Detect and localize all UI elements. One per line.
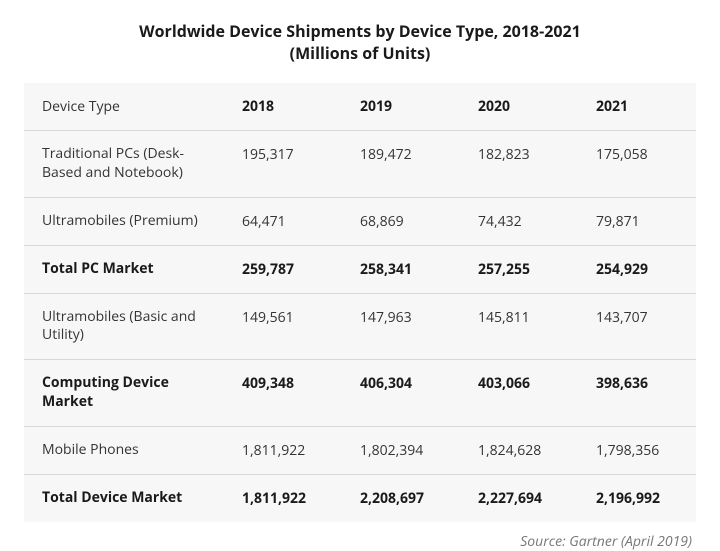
- row-value: 145,811: [460, 293, 578, 360]
- row-label: Total Device Market: [24, 475, 224, 523]
- row-value: 189,472: [342, 130, 460, 197]
- table-row: Ultramobiles (Premium)64,47168,86974,432…: [24, 197, 696, 245]
- row-value: 79,871: [578, 197, 696, 245]
- row-value: 143,707: [578, 293, 696, 360]
- row-value: 2,208,697: [342, 475, 460, 523]
- title-line-1: Worldwide Device Shipments by Device Typ…: [139, 20, 581, 42]
- row-value: 1,811,922: [224, 475, 342, 523]
- row-value: 2,227,694: [460, 475, 578, 523]
- table-row: Ultramobiles (Basic and Utility)149,5611…: [24, 293, 696, 360]
- title-line-2: (Millions of Units): [290, 42, 431, 64]
- table-row: Computing Device Market409,348406,304403…: [24, 360, 696, 427]
- table-header-row: Device Type 2018 2019 2020 2021: [24, 83, 696, 131]
- row-value: 254,929: [578, 245, 696, 293]
- source-attribution: Source: Gartner (April 2019): [24, 532, 696, 551]
- row-value: 1,802,394: [342, 427, 460, 475]
- table-row: Total PC Market259,787258,341257,255254,…: [24, 245, 696, 293]
- row-value: 1,798,356: [578, 427, 696, 475]
- col-2019: 2019: [342, 83, 460, 131]
- table-row: Mobile Phones1,811,9221,802,3941,824,628…: [24, 427, 696, 475]
- row-value: 74,432: [460, 197, 578, 245]
- row-label: Ultramobiles (Basic and Utility): [24, 293, 224, 360]
- row-label: Computing Device Market: [24, 360, 224, 427]
- row-label: Traditional PCs (Desk-Based and Notebook…: [24, 130, 224, 197]
- row-value: 175,058: [578, 130, 696, 197]
- row-value: 406,304: [342, 360, 460, 427]
- col-2018: 2018: [224, 83, 342, 131]
- row-label: Mobile Phones: [24, 427, 224, 475]
- shipments-table: Device Type 2018 2019 2020 2021 Traditio…: [24, 83, 696, 522]
- table-row: Total Device Market1,811,9222,208,6972,2…: [24, 475, 696, 523]
- row-value: 2,196,992: [578, 475, 696, 523]
- col-2021: 2021: [578, 83, 696, 131]
- col-device-type: Device Type: [24, 83, 224, 131]
- row-value: 258,341: [342, 245, 460, 293]
- row-label: Total PC Market: [24, 245, 224, 293]
- table-row: Traditional PCs (Desk-Based and Notebook…: [24, 130, 696, 197]
- col-2020: 2020: [460, 83, 578, 131]
- chart-title: Worldwide Device Shipments by Device Typ…: [24, 20, 696, 65]
- row-value: 257,255: [460, 245, 578, 293]
- row-value: 403,066: [460, 360, 578, 427]
- row-value: 147,963: [342, 293, 460, 360]
- row-value: 182,823: [460, 130, 578, 197]
- row-value: 259,787: [224, 245, 342, 293]
- row-value: 195,317: [224, 130, 342, 197]
- row-label: Ultramobiles (Premium): [24, 197, 224, 245]
- row-value: 1,824,628: [460, 427, 578, 475]
- row-value: 1,811,922: [224, 427, 342, 475]
- row-value: 64,471: [224, 197, 342, 245]
- row-value: 68,869: [342, 197, 460, 245]
- table-body: Traditional PCs (Desk-Based and Notebook…: [24, 130, 696, 522]
- row-value: 149,561: [224, 293, 342, 360]
- row-value: 398,636: [578, 360, 696, 427]
- row-value: 409,348: [224, 360, 342, 427]
